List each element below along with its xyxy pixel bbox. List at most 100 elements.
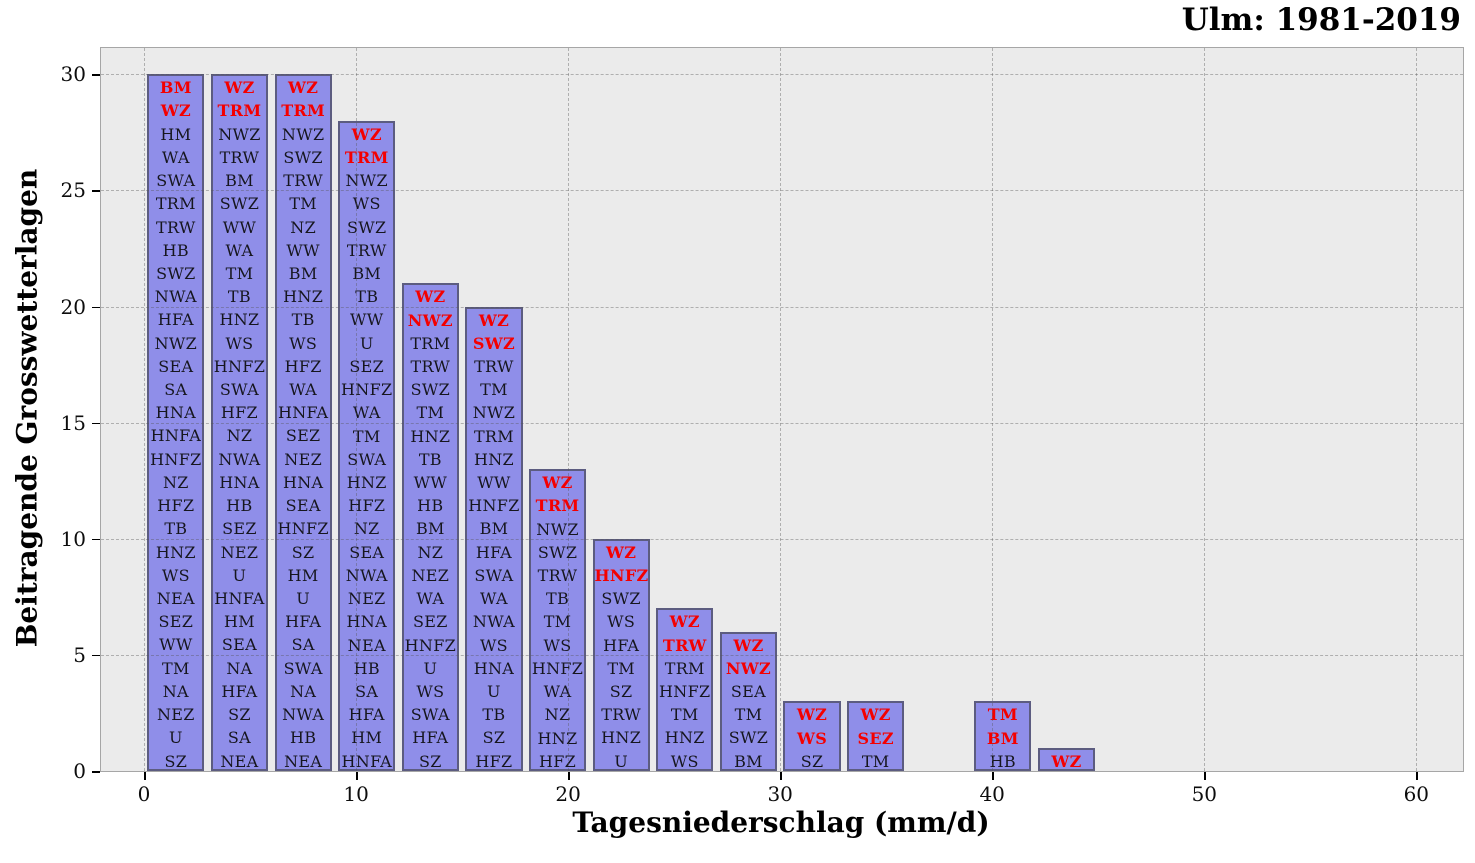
gwl-label: TRM xyxy=(281,101,326,121)
bar: WZ xyxy=(1037,747,1096,771)
gwl-label: HFA xyxy=(475,542,512,562)
x-tick-mark xyxy=(1416,772,1418,780)
gwl-label: TB xyxy=(227,287,251,307)
y-tick-label: 15 xyxy=(60,410,86,435)
gwl-label: HFZ xyxy=(348,496,386,516)
gwl-label: HFZ xyxy=(157,496,195,516)
gwl-label: NEA xyxy=(347,635,386,655)
gwl-label: HM xyxy=(160,124,192,144)
chart-title: Ulm: 1981-2019 xyxy=(1181,2,1461,38)
gwl-label: WW xyxy=(413,473,448,493)
gwl-label: HNFA xyxy=(341,751,392,771)
gwl-label: TRW xyxy=(155,217,196,237)
gwl-label: TRM xyxy=(473,426,514,446)
gwl-label: WS xyxy=(416,682,445,702)
gridline-horizontal xyxy=(101,771,1463,772)
gwl-label: SZ xyxy=(800,751,824,771)
gwl-label: WS xyxy=(543,635,572,655)
gwl-label: WZ xyxy=(860,705,891,725)
gwl-label: WZ xyxy=(224,78,255,98)
gridline-vertical xyxy=(992,48,994,771)
gwl-label: NWZ xyxy=(407,310,453,330)
gwl-label: NZ xyxy=(290,217,316,237)
gwl-label: WZ xyxy=(542,473,573,493)
gwl-label: U xyxy=(168,728,183,748)
gwl-label: HB xyxy=(162,240,189,260)
gwl-label: WZ xyxy=(288,78,319,98)
x-tick-label: 20 xyxy=(555,782,581,806)
gwl-label: HB xyxy=(417,496,444,516)
gwl-label: SWZ xyxy=(219,194,260,214)
gwl-label: NWZ xyxy=(154,333,198,353)
gwl-label: TB xyxy=(291,310,315,330)
gwl-label: HNA xyxy=(282,472,324,492)
gwl-label: NWZ xyxy=(472,403,516,423)
gwl-label: HNA xyxy=(346,612,387,632)
gwl-label: NEA xyxy=(284,751,323,771)
gwl-label: HM xyxy=(223,612,255,632)
gwl-label: SZ xyxy=(418,751,442,771)
gwl-label: WS xyxy=(607,612,636,632)
x-tick-mark xyxy=(992,772,994,780)
gwl-label: WA xyxy=(416,589,445,609)
gwl-label: WS xyxy=(796,728,828,748)
bar: WZ SWZ TRW TM NWZ TRM HNZ WW HNFZ BM HFA SWA WA NWA WS… xyxy=(465,306,523,771)
gwl-label: HNFZ xyxy=(277,519,329,539)
gwl-label: NWA xyxy=(154,287,197,307)
x-tick-mark xyxy=(568,772,570,780)
gwl-label: NEZ xyxy=(284,449,322,469)
x-tick-label: 10 xyxy=(343,782,369,806)
gwl-label: BM xyxy=(288,263,318,283)
x-tick-mark xyxy=(144,772,146,780)
x-tick-mark xyxy=(356,772,358,780)
gwl-label: NEA xyxy=(220,751,259,771)
gwl-label: HB xyxy=(989,751,1016,771)
gwl-label: NA xyxy=(226,658,253,678)
bar: WZ TRW TRM HNFZ TM HNZ WS xyxy=(656,608,714,771)
gwl-label: U xyxy=(232,565,247,585)
gridline-vertical xyxy=(1204,48,1206,771)
bar: WZ TRM NWZ WS SWZ TRW BM TB WW U SEZ HNFZ WA TM SWA HNZ… xyxy=(338,120,396,771)
gridline-horizontal xyxy=(101,306,1463,308)
y-tick-mark xyxy=(92,538,100,541)
gwl-label: SWZ xyxy=(283,147,323,167)
gwl-label: SWZ xyxy=(410,380,451,400)
gwl-label: SZ xyxy=(164,751,188,771)
gwl-label: NWZ xyxy=(536,519,579,539)
gwl-label: HNZ xyxy=(601,728,642,748)
gwl-label: NA xyxy=(290,681,317,701)
gwl-label: TRM xyxy=(535,496,580,516)
gwl-label: HFZ xyxy=(284,356,322,376)
y-tick-mark xyxy=(92,422,100,425)
gwl-label: HNFZ xyxy=(531,658,584,678)
gwl-label: HFA xyxy=(285,612,322,632)
gwl-label: TM xyxy=(861,751,890,771)
gwl-label: TRW xyxy=(601,705,641,725)
gwl-label: HNFZ xyxy=(468,496,520,516)
gwl-label: TM xyxy=(352,426,381,446)
gwl-label: WS xyxy=(352,194,381,214)
y-tick-mark xyxy=(92,74,100,76)
gwl-label: NZ xyxy=(226,426,253,446)
gwl-label: SEA xyxy=(221,635,257,655)
gwl-label: HNFZ xyxy=(594,565,649,585)
gwl-label: BM xyxy=(734,751,763,771)
gwl-label: BM xyxy=(986,728,1019,748)
bar: BM WZ HM WA SWA TRM TRW HB SWZ NWA HFA NWZ SEA SA HNA H… xyxy=(147,74,205,771)
gwl-label: HNZ xyxy=(410,426,451,446)
gwl-label: U xyxy=(423,658,438,678)
gwl-label: WA xyxy=(543,682,572,702)
gwl-label: TM xyxy=(607,658,635,678)
gwl-label: WS xyxy=(670,751,699,771)
bar: WZ HNFZ SWZ WS HFA TM SZ TRW HNZ U xyxy=(592,538,650,771)
gwl-label: SEZ xyxy=(349,356,385,376)
gwl-label: SWZ xyxy=(347,217,387,237)
gwl-label: TM xyxy=(225,263,254,283)
x-tick-label: 40 xyxy=(979,782,1005,806)
gwl-label: TM xyxy=(480,380,508,400)
gwl-label: SEA xyxy=(730,682,766,702)
gwl-label: NWZ xyxy=(725,658,772,678)
gwl-label: WZ xyxy=(669,612,700,632)
gwl-label: TM xyxy=(162,658,190,678)
